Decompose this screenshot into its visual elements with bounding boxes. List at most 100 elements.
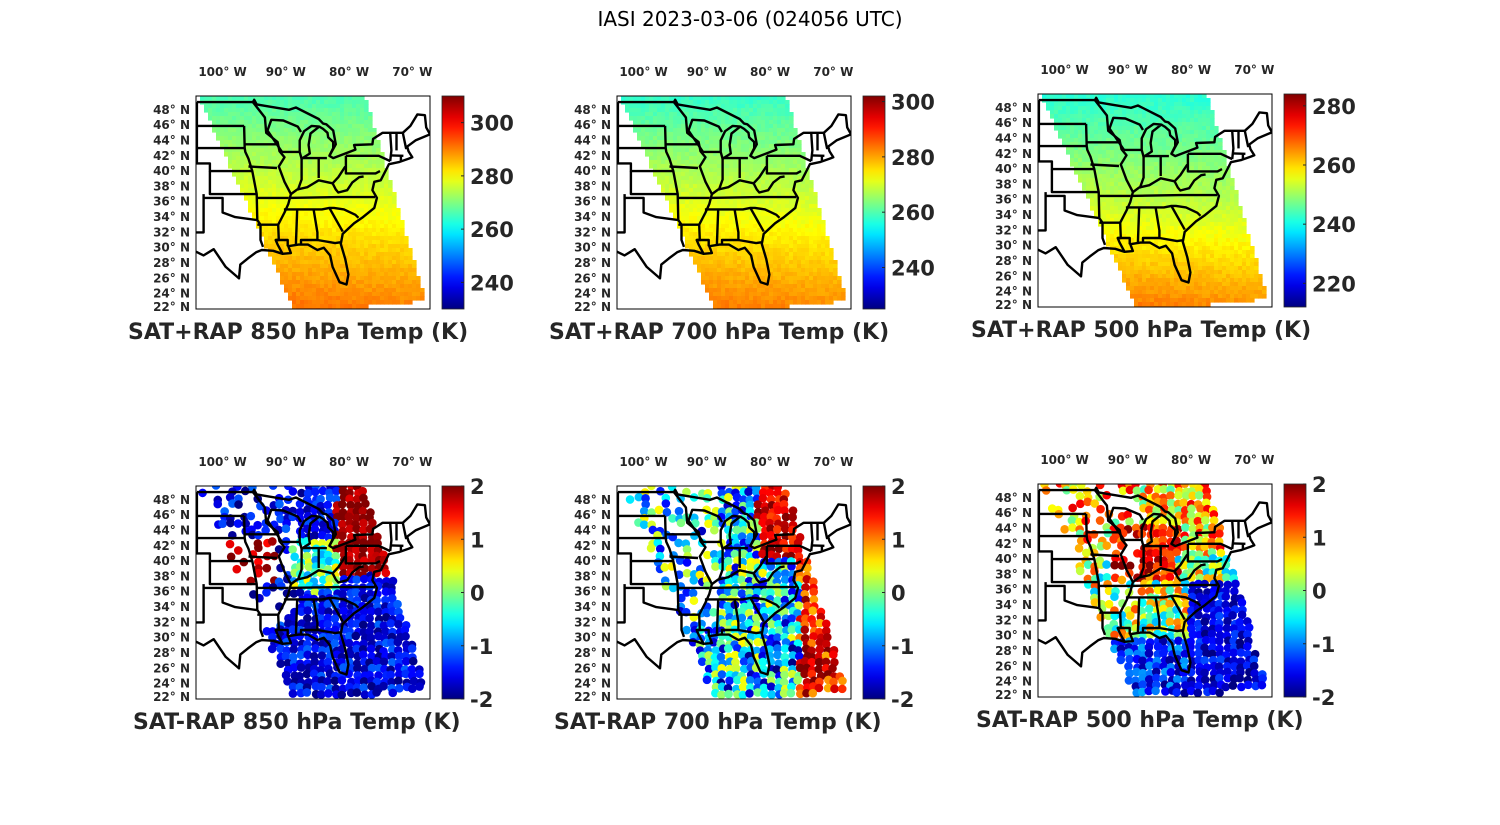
field-cell: [300, 220, 305, 225]
field-cell: [312, 276, 317, 281]
field-cell: [312, 292, 317, 297]
field-cell: [1098, 98, 1103, 103]
field-cell: [220, 108, 225, 113]
field-cell: [1210, 138, 1215, 143]
field-cell: [761, 116, 766, 121]
field-cell: [336, 160, 341, 165]
field-cell: [296, 128, 301, 133]
field-cell: [737, 296, 742, 301]
field-cell: [240, 144, 245, 149]
field-cell: [244, 104, 249, 109]
field-cell: [1082, 106, 1087, 111]
field-cell: [348, 288, 353, 293]
field-cell: [328, 160, 333, 165]
field-cell: [296, 96, 301, 101]
field-cell: [677, 104, 682, 109]
field-cell: [368, 164, 373, 169]
field-cell: [701, 276, 706, 281]
field-cell: [352, 264, 357, 269]
field-cell: [308, 188, 313, 193]
field-cell: [1190, 166, 1195, 171]
field-cell: [789, 264, 794, 269]
field-cell: [697, 108, 702, 113]
field-cell: [1114, 114, 1119, 119]
field-cell: [805, 188, 810, 193]
field-cell: [1082, 142, 1087, 147]
field-cell: [256, 132, 261, 137]
field-cell: [412, 264, 417, 269]
field-cell: [1122, 102, 1127, 107]
field-cell: [360, 140, 365, 145]
field-cell: [1110, 114, 1115, 119]
field-cell: [1166, 162, 1171, 167]
field-cell: [709, 176, 714, 181]
field-cell: [320, 244, 325, 249]
field-cell: [689, 224, 694, 229]
field-cell: [380, 276, 385, 281]
field-cell: [296, 288, 301, 293]
field-cell: [1162, 110, 1167, 115]
field-cell: [316, 304, 321, 309]
field-cell: [673, 216, 678, 221]
field-cell: [1090, 114, 1095, 119]
field-cell: [1098, 114, 1103, 119]
field-cell: [320, 296, 325, 301]
boundary-line: [739, 125, 756, 157]
field-cell: [725, 152, 730, 157]
field-cell: [268, 252, 273, 257]
field-cell: [364, 276, 369, 281]
field-cell: [785, 168, 790, 173]
field-cell: [1146, 158, 1151, 163]
field-cell: [1158, 178, 1163, 183]
field-cell: [236, 148, 241, 153]
field-cell: [232, 120, 237, 125]
field-cell: [713, 280, 718, 285]
field-cell: [336, 148, 341, 153]
field-cell: [801, 260, 806, 265]
field-cell: [312, 204, 317, 209]
field-cell: [757, 204, 762, 209]
field-cell: [300, 228, 305, 233]
field-cell: [757, 304, 762, 309]
field-cell: [773, 280, 778, 285]
field-cell: [757, 132, 762, 137]
field-cell: [336, 272, 341, 277]
field-cell: [713, 184, 718, 189]
field-cell: [1214, 162, 1219, 167]
field-cell: [685, 148, 690, 153]
field-cell: [729, 212, 734, 217]
field-cell: [308, 300, 313, 305]
field-cell: [340, 304, 345, 309]
field-cell: [344, 220, 349, 225]
field-cell: [308, 164, 313, 169]
field-cell: [829, 276, 834, 281]
field-cell: [729, 304, 734, 309]
field-cell: [629, 116, 634, 121]
field-cell: [1114, 118, 1119, 123]
field-cell: [260, 192, 265, 197]
field-cell: [805, 260, 810, 265]
field-cell: [821, 260, 826, 265]
field-cell: [721, 136, 726, 141]
field-cell: [1134, 154, 1139, 159]
field-cell: [284, 244, 289, 249]
field-cell: [1138, 110, 1143, 115]
field-cell: [673, 112, 678, 117]
field-cell: [649, 104, 654, 109]
field-cell: [1078, 118, 1083, 123]
field-cell: [240, 136, 245, 141]
field-cell: [1086, 182, 1091, 187]
field-cell: [1146, 142, 1151, 147]
field-cell: [677, 168, 682, 173]
field-cell: [1082, 134, 1087, 139]
field-cell: [1054, 126, 1059, 131]
field-cell: [288, 216, 293, 221]
field-cell: [713, 264, 718, 269]
field-cell: [681, 176, 686, 181]
field-cell: [661, 144, 666, 149]
field-cell: [368, 116, 373, 121]
field-cell: [705, 236, 710, 241]
field-cell: [749, 188, 754, 193]
field-cell: [745, 256, 750, 261]
field-cell: [741, 220, 746, 225]
